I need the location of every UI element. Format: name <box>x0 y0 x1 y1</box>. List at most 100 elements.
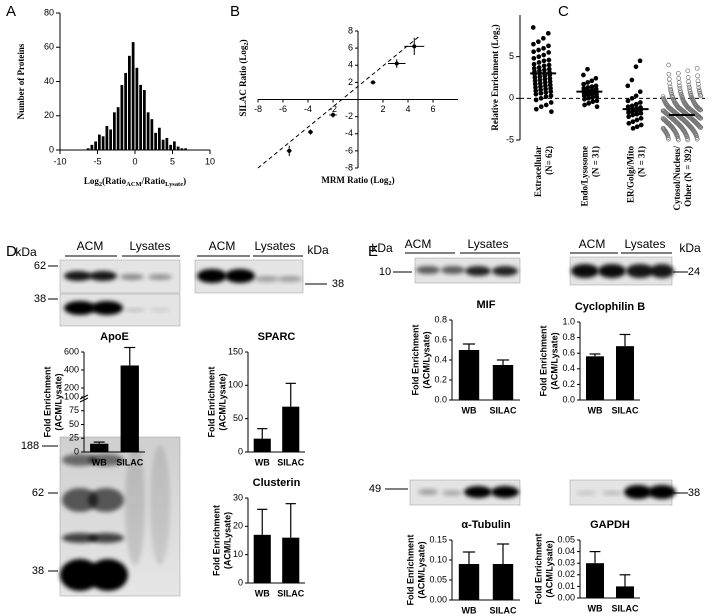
y-axis-label-part: ) <box>238 39 248 42</box>
y-tick-label: 4 <box>348 60 353 70</box>
y-axis-label: (ACM/Lysate) <box>416 541 426 598</box>
y-tick-label: 6 <box>348 43 353 53</box>
dot <box>637 89 643 95</box>
dot <box>594 94 600 100</box>
dot <box>633 101 639 107</box>
dot <box>686 79 691 85</box>
bar <box>120 84 124 150</box>
dot <box>634 117 640 123</box>
dot <box>686 82 692 88</box>
x-tick-label: SILAC <box>116 457 144 467</box>
bar <box>101 136 105 150</box>
blot-band <box>416 266 440 274</box>
y-tick-label: 80 <box>44 7 54 17</box>
y-tick-label: 100 <box>228 380 243 390</box>
dot <box>536 47 541 53</box>
bar <box>113 112 116 150</box>
y-axis-label: Relative Enrichment (Log2) <box>490 24 502 130</box>
x-tick-label: -10 <box>53 156 66 166</box>
y-tick-label: 25 <box>69 433 79 443</box>
blot-band <box>125 445 145 565</box>
x-tick-label: Endo/Lysosome <box>579 146 589 207</box>
bar <box>161 139 165 150</box>
x-axis-label-part: (Ratio <box>102 176 126 186</box>
bar <box>150 119 154 150</box>
x-tick-label: WB <box>462 605 477 615</box>
blot-band <box>60 559 100 591</box>
bar <box>282 537 300 583</box>
x-tick-label: WB <box>255 457 270 467</box>
bar <box>169 144 172 150</box>
bar <box>158 127 161 150</box>
dot <box>533 97 539 103</box>
x-tick-label: (N= 62) <box>544 146 554 175</box>
bar <box>105 126 109 150</box>
x-tick-label: WB <box>462 405 477 415</box>
dot <box>626 120 632 126</box>
x-axis-label: Log2(RatioACM/RatioLysate) <box>84 176 186 188</box>
x-tick-label: WB <box>588 603 603 613</box>
y-tick-label: 0.15 <box>429 534 447 544</box>
x-axis-label: MRM Ratio (Log2) <box>321 175 394 187</box>
panel-label: E <box>368 243 378 260</box>
x-tick-label: SILAC <box>277 588 305 598</box>
bar <box>586 356 604 400</box>
y-tick-label: -4 <box>345 128 353 138</box>
blot-band <box>125 308 145 312</box>
dot <box>548 89 554 95</box>
x-tick-label: WB <box>92 457 107 467</box>
y-axis-label: Fold Enrichment <box>42 366 52 437</box>
dot <box>582 96 587 102</box>
bar <box>165 138 169 150</box>
y-tick-label: 0.04 <box>557 546 575 556</box>
dot <box>630 125 636 131</box>
y-tick-label: 1.0 <box>562 316 575 326</box>
y-axis-label: (ACM/Lysate) <box>544 540 554 597</box>
y-tick-label: 20 <box>233 521 243 531</box>
blot-band <box>197 269 227 283</box>
y-tick-label: 0.4 <box>562 363 575 373</box>
blot-band <box>62 488 98 512</box>
point <box>394 61 399 66</box>
bar <box>176 146 180 150</box>
bar <box>116 107 120 150</box>
panel-label: D <box>6 243 17 260</box>
bar <box>131 42 135 150</box>
x-tick-label: 2 <box>380 104 385 114</box>
blot-header: ACM <box>209 239 236 253</box>
x-tick-label: 6 <box>430 104 435 114</box>
blot-band <box>88 559 128 591</box>
blot-band <box>626 264 654 278</box>
blot-header: kDa <box>371 241 393 255</box>
x-tick-label: ER/Golgi/Mito <box>626 146 636 203</box>
blot-marker: 24 <box>688 266 700 278</box>
dot <box>695 78 701 84</box>
blot-band <box>492 266 518 276</box>
panel-label: C <box>558 3 569 20</box>
blot-band <box>225 269 255 283</box>
y-tick-label: 60 <box>44 42 54 52</box>
point <box>371 80 375 85</box>
dot <box>533 91 539 97</box>
bar <box>135 67 139 150</box>
x-tick-label: 0 <box>132 156 137 166</box>
chart-title: Cyclophilin B <box>575 301 645 313</box>
y-tick-label: 8 <box>348 25 353 35</box>
blot-band <box>465 266 491 276</box>
blot-band <box>62 454 98 466</box>
dot <box>698 93 704 99</box>
x-tick-label: 5 <box>170 156 175 166</box>
panel-label: A <box>6 3 16 20</box>
y-tick-label: 0.05 <box>557 534 575 544</box>
y-tick-label: 0.6 <box>562 348 575 358</box>
dot <box>638 110 644 116</box>
bar <box>90 443 109 452</box>
y-tick-label: 30 <box>233 492 243 502</box>
x-axis-label-part: 2 <box>99 181 102 188</box>
y-tick-label: 0.10 <box>429 554 447 564</box>
dot <box>634 111 640 117</box>
x-axis-label-part: ) <box>183 176 186 186</box>
blot-marker: 38 <box>688 487 700 499</box>
dot <box>630 119 636 125</box>
bar <box>143 90 146 150</box>
